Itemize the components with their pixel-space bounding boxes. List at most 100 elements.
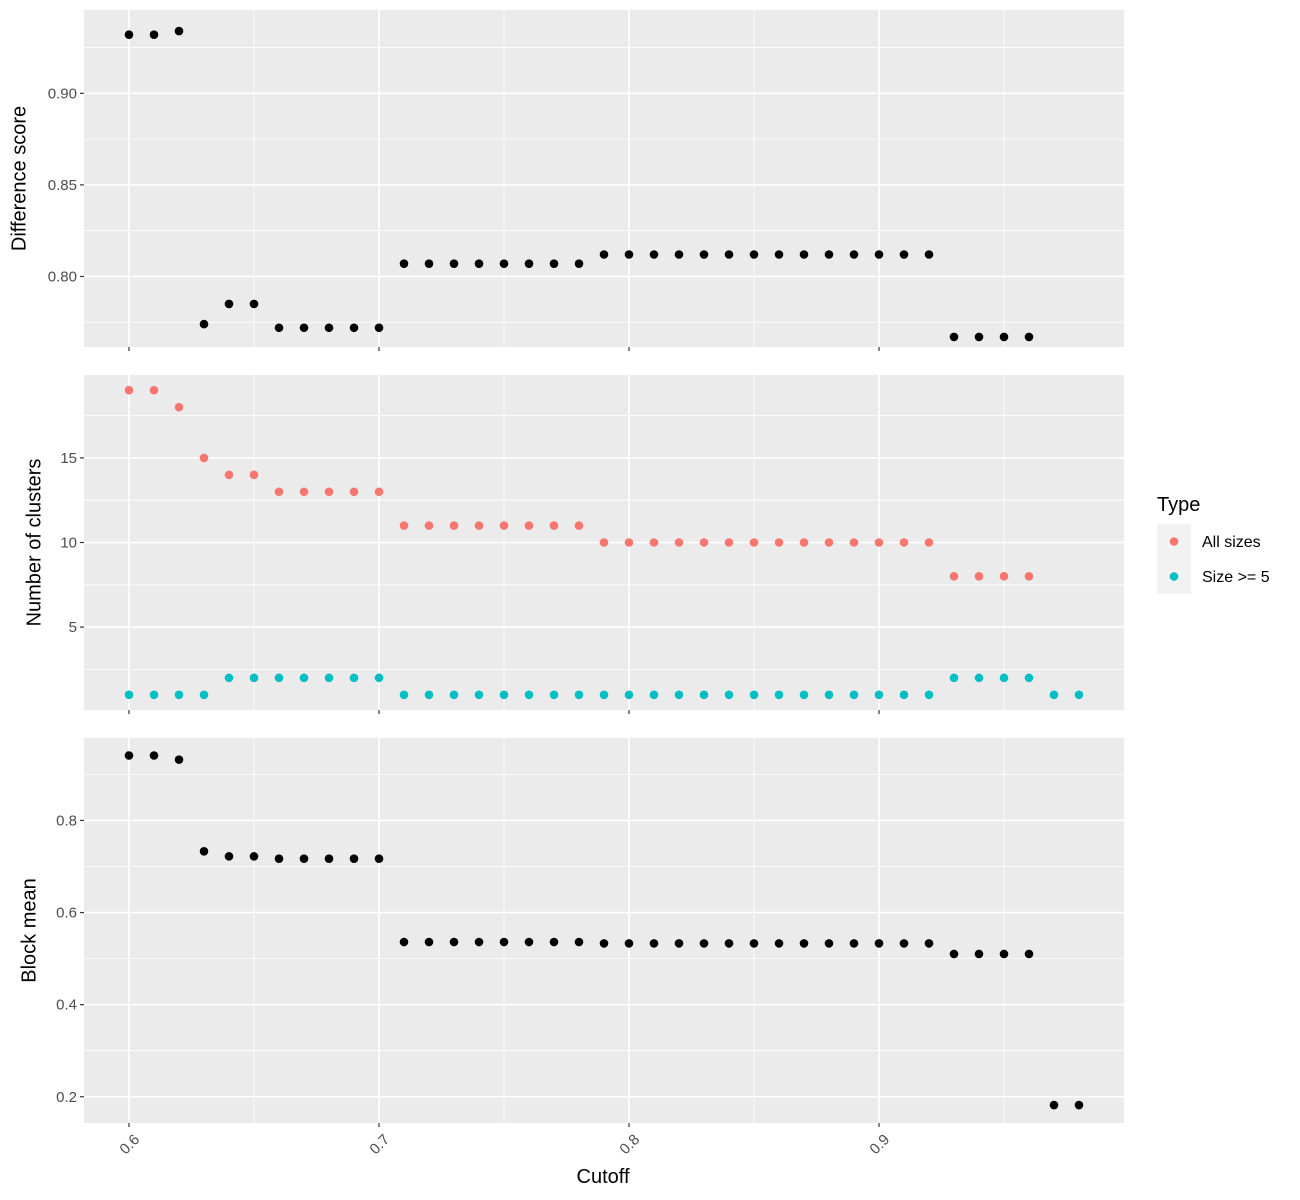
data-point — [299, 323, 309, 333]
data-point — [324, 323, 334, 333]
data-point — [174, 690, 184, 700]
data-point — [349, 854, 359, 863]
data-point — [549, 259, 559, 268]
legend-entry-all-sizes: All sizes — [1157, 524, 1261, 559]
data-point — [524, 521, 534, 530]
data-point — [199, 319, 209, 329]
data-point — [449, 690, 459, 700]
data-point — [799, 250, 809, 259]
data-point — [1024, 572, 1034, 581]
data-point — [799, 690, 809, 700]
data-point — [1049, 1100, 1059, 1110]
data-point — [249, 470, 259, 480]
data-point — [174, 402, 184, 412]
data-point — [599, 690, 609, 700]
data-point — [699, 538, 709, 547]
data-point — [874, 250, 884, 259]
data-point — [524, 937, 534, 947]
y-tick-label: 10 — [60, 535, 77, 552]
data-point — [324, 487, 334, 497]
panel-points — [124, 385, 1084, 700]
data-point — [174, 26, 184, 36]
data-point — [574, 690, 584, 700]
data-point — [349, 673, 359, 683]
data-point — [574, 521, 584, 530]
data-point — [1049, 690, 1059, 700]
data-point — [299, 673, 309, 683]
data-point — [999, 673, 1009, 683]
data-point — [1074, 1100, 1084, 1110]
data-point — [174, 755, 184, 764]
data-point — [449, 259, 459, 268]
y-tick-label: 0.4 — [56, 997, 77, 1014]
data-point — [649, 690, 659, 700]
data-point — [824, 939, 834, 948]
data-point — [199, 690, 209, 700]
data-point — [849, 690, 859, 700]
data-point — [399, 259, 409, 268]
data-point — [724, 250, 734, 259]
data-point — [699, 250, 709, 259]
data-point — [749, 939, 759, 948]
data-point — [849, 538, 859, 547]
data-point — [424, 937, 434, 947]
data-point — [924, 250, 934, 259]
y-tick-label: 15 — [60, 450, 77, 467]
data-point — [499, 690, 509, 700]
data-point — [299, 854, 309, 863]
data-point — [149, 690, 159, 700]
data-point — [549, 690, 559, 700]
data-point — [449, 937, 459, 947]
data-point — [974, 673, 984, 683]
data-point — [999, 949, 1009, 959]
data-point — [899, 250, 909, 259]
panel-points — [124, 26, 1034, 342]
y-tick-label: 0.90 — [48, 85, 77, 102]
data-point — [874, 939, 884, 948]
data-point — [624, 690, 634, 700]
data-point — [824, 538, 834, 547]
x-axis-title: Cutoff — [577, 1166, 630, 1188]
data-point — [799, 939, 809, 948]
data-point — [924, 939, 934, 948]
data-point — [199, 453, 209, 463]
data-point — [949, 332, 959, 342]
data-point — [374, 487, 384, 497]
data-point — [849, 250, 859, 259]
panel-block-mean: 0.2 0.4 0.6 0.8 Block mean — [18, 738, 1124, 1127]
legend-label: Size >= 5 — [1202, 569, 1270, 586]
y-tick-label: 0.8 — [56, 812, 77, 829]
data-point — [749, 690, 759, 700]
data-point — [974, 949, 984, 959]
data-point — [924, 690, 934, 700]
legend-key-dot — [1169, 537, 1179, 546]
data-point — [424, 259, 434, 268]
data-point — [549, 521, 559, 530]
data-point — [399, 690, 409, 700]
y-axis-title: Difference score — [8, 106, 30, 251]
data-point — [949, 949, 959, 959]
data-point — [449, 521, 459, 530]
panel-grid — [84, 10, 1124, 347]
data-point — [399, 521, 409, 530]
data-point — [949, 572, 959, 581]
data-point — [724, 939, 734, 948]
panel-axis-ticks: 0.80 0.85 0.90 — [48, 85, 880, 351]
data-point — [724, 538, 734, 547]
data-point — [649, 538, 659, 547]
data-point — [674, 690, 684, 700]
data-point — [524, 259, 534, 268]
data-point — [224, 299, 234, 309]
data-point — [349, 487, 359, 497]
data-point — [899, 538, 909, 547]
data-point — [674, 538, 684, 547]
data-point — [674, 250, 684, 259]
data-point — [499, 259, 509, 268]
data-point — [699, 690, 709, 700]
data-point — [524, 690, 534, 700]
data-point — [249, 852, 259, 861]
panel-axis-ticks: 5 10 15 — [60, 450, 880, 714]
data-point — [699, 939, 709, 948]
data-point — [474, 521, 484, 530]
legend-title: Type — [1157, 494, 1200, 516]
